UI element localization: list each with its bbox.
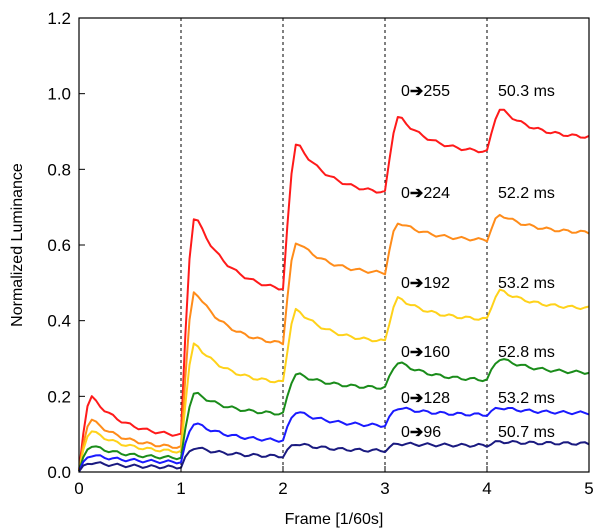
transition-label: 0➔192 [401,275,450,292]
response-time-label: 53.2 ms [498,390,555,407]
response-time-label: 50.7 ms [498,424,555,441]
y-tick-label: 0.6 [47,236,71,255]
series-line-0-to-96 [78,440,590,473]
arrow-icon: ➔ [410,83,424,100]
arrow-icon: ➔ [410,390,424,407]
series-line-0-to-192 [78,288,590,471]
transition-from: 0 [401,275,410,292]
arrow-icon: ➔ [410,424,424,441]
response-time-label: 53.2 ms [498,275,555,292]
series-line-0-to-255 [78,108,590,471]
y-tick-label: 1.0 [47,85,71,104]
series-lines [78,108,590,473]
transition-from: 0 [401,83,410,100]
transition-to: 128 [423,390,450,407]
series-line-0-to-160 [78,358,590,472]
x-tick-label: 5 [584,479,593,498]
transition-label: 0➔96 [401,424,441,441]
response-time-label: 52.8 ms [498,344,555,361]
transition-label: 0➔224 [401,185,450,202]
series-line-0-to-224 [78,213,590,471]
y-tick-label: 0.4 [47,312,71,331]
response-time-label: 52.2 ms [498,185,555,202]
series-line-0-to-128 [78,406,590,472]
y-tick-label: 0.2 [47,387,71,406]
transition-label: 0➔128 [401,390,450,407]
transition-label: 0➔255 [401,83,450,100]
x-tick-label: 0 [74,479,83,498]
transition-from: 0 [401,390,410,407]
frame-boundary-lines [180,18,488,472]
x-tick-label: 3 [380,479,389,498]
x-tick-label: 2 [278,479,287,498]
transition-to: 96 [423,424,441,441]
y-tick-label: 0.0 [47,463,71,482]
transition-from: 0 [401,424,410,441]
x-axis-title: Frame [1/60s] [285,511,384,528]
response-time-label: 50.3 ms [498,83,555,100]
arrow-icon: ➔ [410,344,424,361]
transition-label: 0➔160 [401,344,450,361]
transition-to: 160 [423,344,450,361]
x-tick-label: 4 [482,479,491,498]
transition-from: 0 [401,344,410,361]
axis-ticks: 0 1 2 3 4 5 0.0 0.2 0.4 0.6 0.8 1.0 1.2 [47,9,593,498]
arrow-icon: ➔ [410,275,424,292]
transition-to: 255 [423,83,450,100]
y-axis-title: Normalized Luminance [9,163,26,327]
x-tick-label: 1 [176,479,185,498]
transition-to: 192 [423,275,450,292]
y-tick-label: 1.2 [47,9,71,28]
annotations: 0➔255 50.3 ms0➔224 52.2 ms0➔192 53.2 ms0➔16… [401,83,555,441]
arrow-icon: ➔ [410,185,424,202]
transition-from: 0 [401,185,410,202]
transition-to: 224 [423,185,450,202]
y-tick-label: 0.8 [47,160,71,179]
